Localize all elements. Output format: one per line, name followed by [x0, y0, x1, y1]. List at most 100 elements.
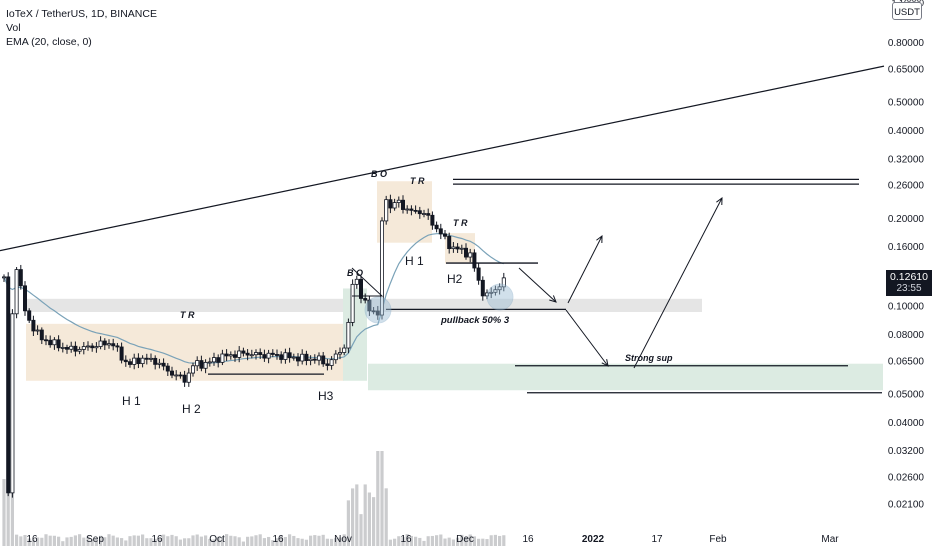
- candle-up: [186, 372, 191, 383]
- pullback-circle-1: [364, 296, 392, 324]
- candle-down: [434, 224, 439, 230]
- candle-up: [253, 352, 258, 356]
- candle-down: [111, 343, 116, 347]
- candle-down: [367, 299, 372, 312]
- y-tick-label: 0.06500: [888, 356, 925, 367]
- candle-down: [245, 352, 250, 356]
- candle-up: [329, 359, 334, 366]
- volume-bar: [313, 535, 317, 546]
- candle-up: [98, 340, 103, 347]
- ema-line: [3, 233, 504, 364]
- x-tick-label: Oct: [209, 534, 225, 545]
- volume-bar: [439, 534, 443, 546]
- volume-bar: [166, 536, 170, 546]
- arrow-up-2-shaft: [633, 197, 723, 369]
- volume-bar: [485, 539, 489, 546]
- volume-bar: [355, 484, 359, 546]
- candle-down: [363, 298, 368, 301]
- candle-down: [325, 363, 330, 366]
- volume-bar: [73, 535, 77, 546]
- volume-bar: [300, 538, 304, 546]
- volume-bar: [103, 537, 107, 546]
- candle-up: [300, 353, 305, 362]
- last-price-value: 0.12610: [890, 271, 928, 283]
- candle-up: [157, 362, 162, 365]
- volume-bar: [405, 534, 409, 546]
- y-tick-label: 0.02100: [888, 499, 925, 510]
- candle-down: [358, 278, 363, 299]
- volume-bar: [23, 534, 27, 546]
- volume-bar: [498, 535, 502, 546]
- ema-20-line: [3, 233, 504, 364]
- candle-down: [413, 209, 418, 212]
- candle-down: [102, 340, 107, 346]
- candle-up: [107, 343, 112, 346]
- label-h1-b: H 1: [405, 254, 424, 268]
- candle-down: [417, 210, 422, 215]
- candle-up: [342, 347, 347, 353]
- candle-up: [497, 286, 502, 291]
- label-bo-2: B O: [347, 268, 363, 278]
- candle-down: [295, 356, 300, 362]
- candle-up: [81, 346, 86, 350]
- candle-up: [203, 362, 208, 369]
- volume-bars: [2, 451, 506, 546]
- candle-down: [409, 208, 414, 211]
- volume-bar: [187, 538, 191, 546]
- volume-bar: [36, 537, 40, 546]
- support-zone-box: [368, 363, 883, 391]
- volume-bar: [124, 540, 128, 546]
- x-tick-label: Nov: [334, 534, 352, 545]
- candle-up: [220, 353, 225, 363]
- volume-bar: [6, 478, 10, 546]
- y-tick-label: 0.80000: [888, 38, 925, 49]
- candle-up: [283, 352, 288, 360]
- volume-bar: [145, 538, 149, 546]
- candle-down: [56, 339, 61, 349]
- candle-down: [287, 352, 292, 359]
- symbol-title[interactable]: IoTeX / TetherUS, 1D, BINANCE: [6, 8, 157, 20]
- volume-legend[interactable]: Vol: [6, 22, 21, 34]
- volume-bar: [170, 534, 174, 546]
- volume-bar: [44, 534, 48, 546]
- candle-down: [153, 357, 158, 365]
- candle-down: [18, 269, 23, 287]
- candle-up: [249, 354, 254, 357]
- ema-legend[interactable]: EMA (20, close, 0): [6, 36, 92, 48]
- arrow-down-2-head: [601, 359, 609, 367]
- price-axis[interactable]: 0.80000 0.65000 0.50000 0.40000 0.32000 0.260…: [888, 0, 925, 510]
- candle-up: [94, 346, 99, 349]
- candle-down: [447, 235, 452, 250]
- volume-bar: [2, 479, 6, 546]
- volume-bar: [401, 537, 405, 546]
- volume-bar: [267, 536, 271, 546]
- candle-down: [442, 233, 447, 237]
- candle-down: [312, 358, 317, 361]
- bar-countdown: 23:55: [896, 283, 922, 294]
- candle-down: [262, 354, 267, 359]
- y-tick-label: 0.65000: [888, 65, 925, 76]
- volume-bar: [321, 534, 325, 546]
- candle-down: [274, 354, 279, 356]
- arrow-down-2-shaft: [565, 309, 609, 367]
- candle-up: [132, 357, 137, 365]
- currency-unit-button[interactable]: USDT: [892, 2, 922, 20]
- volume-bar: [31, 539, 35, 546]
- volume-bar: [208, 539, 212, 546]
- time-axis[interactable]: 16 Sep 16 Oct 16 Nov 16 Dec 16 2022 17 Feb Mar: [26, 534, 839, 545]
- x-tick-label: 16: [272, 534, 284, 545]
- volume-bar: [48, 535, 52, 546]
- volume-bar: [216, 536, 220, 546]
- candle-down: [270, 352, 275, 355]
- candle-down: [22, 285, 27, 312]
- y-tick-label: 0.50000: [888, 98, 925, 109]
- chart-legend: IoTeX / TetherUS, 1D, BINANCE Vol EMA (2…: [6, 7, 157, 49]
- candle-down: [119, 346, 124, 361]
- candle-up: [52, 339, 57, 346]
- y-tick-label: 0.02600: [888, 472, 925, 483]
- candle-up: [207, 361, 212, 364]
- volume-bar: [250, 536, 254, 546]
- candle-up: [501, 277, 506, 288]
- volume-bar: [481, 538, 485, 546]
